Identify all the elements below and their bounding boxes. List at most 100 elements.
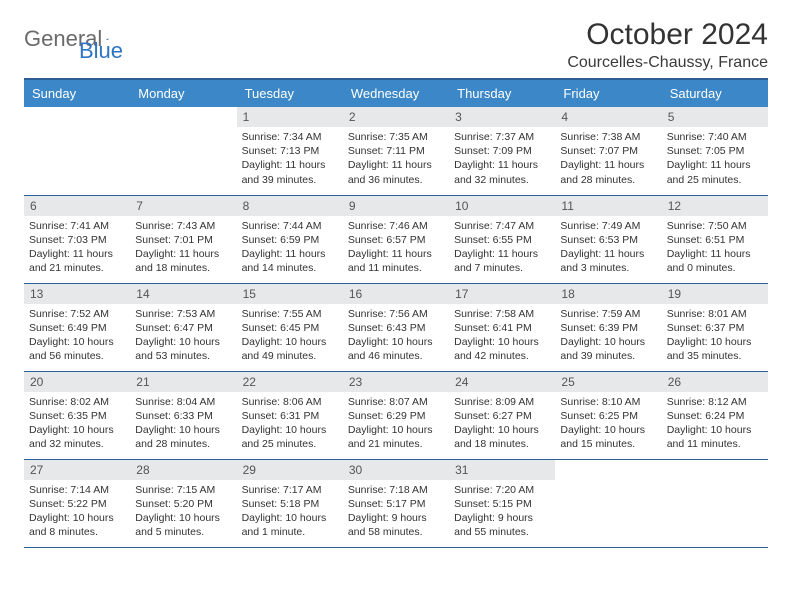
calendar-cell: 27Sunrise: 7:14 AMSunset: 5:22 PMDayligh… <box>24 459 130 547</box>
calendar-cell: 30Sunrise: 7:18 AMSunset: 5:17 PMDayligh… <box>343 459 449 547</box>
day-number: 5 <box>662 107 768 127</box>
day-number: 18 <box>555 284 661 304</box>
calendar-week-row: 20Sunrise: 8:02 AMSunset: 6:35 PMDayligh… <box>24 371 768 459</box>
month-title: October 2024 <box>567 18 768 52</box>
calendar-cell: 4Sunrise: 7:38 AMSunset: 7:07 PMDaylight… <box>555 107 661 195</box>
weekday-header: Friday <box>555 79 661 107</box>
day-content: Sunrise: 7:59 AMSunset: 6:39 PMDaylight:… <box>555 304 661 369</box>
calendar-cell <box>130 107 236 195</box>
weekday-header: Tuesday <box>237 79 343 107</box>
day-number: 21 <box>130 372 236 392</box>
weekday-header: Sunday <box>24 79 130 107</box>
calendar-cell: 15Sunrise: 7:55 AMSunset: 6:45 PMDayligh… <box>237 283 343 371</box>
day-number: 31 <box>449 460 555 480</box>
day-number: 16 <box>343 284 449 304</box>
weekday-header: Thursday <box>449 79 555 107</box>
day-number: 10 <box>449 196 555 216</box>
day-content: Sunrise: 7:49 AMSunset: 6:53 PMDaylight:… <box>555 216 661 281</box>
logo-text-blue: Blue <box>79 38 123 63</box>
calendar-cell: 29Sunrise: 7:17 AMSunset: 5:18 PMDayligh… <box>237 459 343 547</box>
day-content: Sunrise: 7:35 AMSunset: 7:11 PMDaylight:… <box>343 127 449 192</box>
weekday-header: Monday <box>130 79 236 107</box>
calendar-cell: 21Sunrise: 8:04 AMSunset: 6:33 PMDayligh… <box>130 371 236 459</box>
calendar-body: 1Sunrise: 7:34 AMSunset: 7:13 PMDaylight… <box>24 107 768 547</box>
day-content: Sunrise: 8:06 AMSunset: 6:31 PMDaylight:… <box>237 392 343 457</box>
weekday-header: Wednesday <box>343 79 449 107</box>
day-content: Sunrise: 7:41 AMSunset: 7:03 PMDaylight:… <box>24 216 130 281</box>
day-content: Sunrise: 7:17 AMSunset: 5:18 PMDaylight:… <box>237 480 343 545</box>
day-number: 8 <box>237 196 343 216</box>
day-content: Sunrise: 7:18 AMSunset: 5:17 PMDaylight:… <box>343 480 449 545</box>
day-number: 30 <box>343 460 449 480</box>
day-content: Sunrise: 8:07 AMSunset: 6:29 PMDaylight:… <box>343 392 449 457</box>
day-content: Sunrise: 7:14 AMSunset: 5:22 PMDaylight:… <box>24 480 130 545</box>
day-number: 4 <box>555 107 661 127</box>
calendar-cell: 6Sunrise: 7:41 AMSunset: 7:03 PMDaylight… <box>24 195 130 283</box>
calendar-cell: 17Sunrise: 7:58 AMSunset: 6:41 PMDayligh… <box>449 283 555 371</box>
day-content: Sunrise: 7:46 AMSunset: 6:57 PMDaylight:… <box>343 216 449 281</box>
calendar-week-row: 27Sunrise: 7:14 AMSunset: 5:22 PMDayligh… <box>24 459 768 547</box>
day-number: 2 <box>343 107 449 127</box>
calendar-cell: 14Sunrise: 7:53 AMSunset: 6:47 PMDayligh… <box>130 283 236 371</box>
weekday-header-row: SundayMondayTuesdayWednesdayThursdayFrid… <box>24 79 768 107</box>
calendar-cell: 8Sunrise: 7:44 AMSunset: 6:59 PMDaylight… <box>237 195 343 283</box>
day-number: 28 <box>130 460 236 480</box>
calendar-cell <box>662 459 768 547</box>
calendar-cell: 12Sunrise: 7:50 AMSunset: 6:51 PMDayligh… <box>662 195 768 283</box>
calendar-week-row: 6Sunrise: 7:41 AMSunset: 7:03 PMDaylight… <box>24 195 768 283</box>
day-number: 27 <box>24 460 130 480</box>
day-content: Sunrise: 7:55 AMSunset: 6:45 PMDaylight:… <box>237 304 343 369</box>
logo-blue-text-wrap: Blue <box>79 38 123 64</box>
day-number: 12 <box>662 196 768 216</box>
calendar-cell: 16Sunrise: 7:56 AMSunset: 6:43 PMDayligh… <box>343 283 449 371</box>
calendar-cell: 3Sunrise: 7:37 AMSunset: 7:09 PMDaylight… <box>449 107 555 195</box>
calendar-cell: 1Sunrise: 7:34 AMSunset: 7:13 PMDaylight… <box>237 107 343 195</box>
day-number: 1 <box>237 107 343 127</box>
day-content: Sunrise: 7:38 AMSunset: 7:07 PMDaylight:… <box>555 127 661 192</box>
calendar-week-row: 13Sunrise: 7:52 AMSunset: 6:49 PMDayligh… <box>24 283 768 371</box>
calendar-table: SundayMondayTuesdayWednesdayThursdayFrid… <box>24 78 768 548</box>
day-number: 19 <box>662 284 768 304</box>
day-number: 13 <box>24 284 130 304</box>
calendar-cell: 11Sunrise: 7:49 AMSunset: 6:53 PMDayligh… <box>555 195 661 283</box>
day-content: Sunrise: 8:09 AMSunset: 6:27 PMDaylight:… <box>449 392 555 457</box>
calendar-cell: 28Sunrise: 7:15 AMSunset: 5:20 PMDayligh… <box>130 459 236 547</box>
calendar-cell: 24Sunrise: 8:09 AMSunset: 6:27 PMDayligh… <box>449 371 555 459</box>
day-number: 7 <box>130 196 236 216</box>
day-content: Sunrise: 7:34 AMSunset: 7:13 PMDaylight:… <box>237 127 343 192</box>
day-number: 15 <box>237 284 343 304</box>
day-content: Sunrise: 7:20 AMSunset: 5:15 PMDaylight:… <box>449 480 555 545</box>
calendar-cell: 25Sunrise: 8:10 AMSunset: 6:25 PMDayligh… <box>555 371 661 459</box>
calendar-cell: 2Sunrise: 7:35 AMSunset: 7:11 PMDaylight… <box>343 107 449 195</box>
day-number: 24 <box>449 372 555 392</box>
day-number: 9 <box>343 196 449 216</box>
day-content: Sunrise: 8:10 AMSunset: 6:25 PMDaylight:… <box>555 392 661 457</box>
day-content: Sunrise: 8:02 AMSunset: 6:35 PMDaylight:… <box>24 392 130 457</box>
day-content: Sunrise: 7:47 AMSunset: 6:55 PMDaylight:… <box>449 216 555 281</box>
day-number: 29 <box>237 460 343 480</box>
day-number: 6 <box>24 196 130 216</box>
calendar-cell: 19Sunrise: 8:01 AMSunset: 6:37 PMDayligh… <box>662 283 768 371</box>
calendar-cell: 31Sunrise: 7:20 AMSunset: 5:15 PMDayligh… <box>449 459 555 547</box>
day-number: 11 <box>555 196 661 216</box>
day-content: Sunrise: 7:43 AMSunset: 7:01 PMDaylight:… <box>130 216 236 281</box>
calendar-cell: 23Sunrise: 8:07 AMSunset: 6:29 PMDayligh… <box>343 371 449 459</box>
location: Courcelles-Chaussy, France <box>567 54 768 72</box>
calendar-cell: 20Sunrise: 8:02 AMSunset: 6:35 PMDayligh… <box>24 371 130 459</box>
day-content: Sunrise: 7:58 AMSunset: 6:41 PMDaylight:… <box>449 304 555 369</box>
day-content: Sunrise: 7:40 AMSunset: 7:05 PMDaylight:… <box>662 127 768 192</box>
day-content: Sunrise: 7:56 AMSunset: 6:43 PMDaylight:… <box>343 304 449 369</box>
day-content: Sunrise: 7:50 AMSunset: 6:51 PMDaylight:… <box>662 216 768 281</box>
day-number: 14 <box>130 284 236 304</box>
day-content: Sunrise: 7:52 AMSunset: 6:49 PMDaylight:… <box>24 304 130 369</box>
calendar-cell: 26Sunrise: 8:12 AMSunset: 6:24 PMDayligh… <box>662 371 768 459</box>
calendar-cell: 13Sunrise: 7:52 AMSunset: 6:49 PMDayligh… <box>24 283 130 371</box>
calendar-week-row: 1Sunrise: 7:34 AMSunset: 7:13 PMDaylight… <box>24 107 768 195</box>
day-content: Sunrise: 7:15 AMSunset: 5:20 PMDaylight:… <box>130 480 236 545</box>
calendar-cell: 10Sunrise: 7:47 AMSunset: 6:55 PMDayligh… <box>449 195 555 283</box>
day-number: 22 <box>237 372 343 392</box>
calendar-cell <box>24 107 130 195</box>
calendar-cell: 22Sunrise: 8:06 AMSunset: 6:31 PMDayligh… <box>237 371 343 459</box>
day-number: 17 <box>449 284 555 304</box>
calendar-cell: 18Sunrise: 7:59 AMSunset: 6:39 PMDayligh… <box>555 283 661 371</box>
